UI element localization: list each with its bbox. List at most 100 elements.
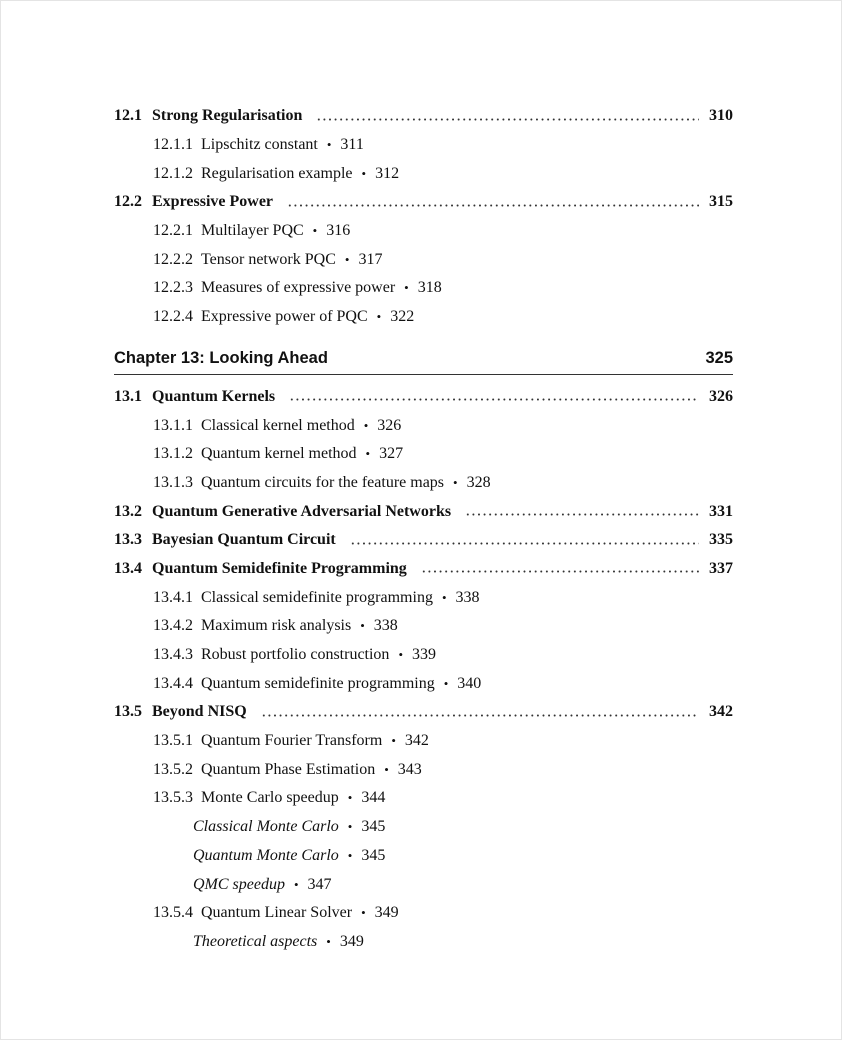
entry-page: 316 [326,222,351,240]
subsection-number: 13.5.1 [153,732,193,750]
entry-title: Lipschitz constant [201,136,318,154]
subsection-number: 13.4.4 [153,674,193,692]
section-title: Quantum Generative Adversarial Networks [152,502,452,520]
toc-subsection-entry[interactable]: 12.2.4 Expressive power of PQC • 322 [114,303,733,332]
entry-page: 345 [361,846,386,864]
toc-subsection-entry[interactable]: 12.2.2 Tensor network PQC • 317 [114,245,733,274]
bullet-separator: • [376,309,382,325]
dot-leader [316,117,699,121]
entry-title: Quantum Phase Estimation [201,760,376,778]
toc-subsection-entry[interactable]: 13.4.1 Classical semidefinite programming… [114,583,733,612]
entry-page: 340 [457,674,482,692]
dot-leader [420,570,699,574]
section-page: 342 [709,703,733,721]
subsection-number: 13.1.2 [153,445,193,463]
toc-subsection-entry[interactable]: 13.4.4 Quantum semidefinite programming • 3… [114,669,733,698]
section-number: 12.2 [114,193,142,211]
toc-subsubsection-entry[interactable]: QMC speedup • 347 [114,870,733,899]
entry-page: 328 [466,473,491,491]
entry-page: 345 [361,818,386,836]
entry-page: 343 [397,760,422,778]
section-page: 331 [709,502,733,520]
toc-subsection-entry[interactable]: 13.4.2 Maximum risk analysis • 338 [114,612,733,641]
dot-leader [289,398,699,402]
entry-title: Quantum Linear Solver [201,904,353,922]
toc-section-entry[interactable]: 12.2 Expressive Power 315 [114,188,733,217]
entry-page: 322 [390,308,415,326]
toc-subsubsection-entry[interactable]: Classical Monte Carlo • 345 [114,813,733,842]
entry-title: Tensor network PQC [201,250,336,268]
section-page: 315 [709,193,733,211]
section-page: 335 [709,531,733,549]
chapter-title: Chapter 13: Looking Ahead [114,349,328,367]
toc-subsection-entry[interactable]: 12.1.1 Lipschitz constant • 311 [114,131,733,160]
section-title: Bayesian Quantum Circuit [152,531,336,549]
entry-title: Classical semidefinite programming [201,588,433,606]
entry-title: Quantum Fourier Transform [201,732,383,750]
toc-subsubsection-entry[interactable]: Quantum Monte Carlo • 345 [114,842,733,871]
toc-subsection-entry[interactable]: 13.5.3 Monte Carlo speedup • 344 [114,784,733,813]
subsection-number: 13.4.3 [153,646,193,664]
toc-subsection-entry[interactable]: 13.1.1 Classical kernel method • 326 [114,411,733,440]
bullet-separator: • [347,819,353,835]
section-title: Expressive Power [152,193,274,211]
entry-title: Multilayer PQC [201,222,304,240]
subsection-number: 13.5.3 [153,789,193,807]
subsection-number: 12.2.4 [153,308,193,326]
bullet-separator: • [398,647,403,663]
toc-section-entry[interactable]: 13.5 Beyond NISQ 342 [114,698,733,727]
entry-page: 326 [377,416,402,434]
entry-title: Classical kernel method [201,416,355,434]
toc-subsection-entry[interactable]: 12.2.3 Measures of expressive power • 318 [114,274,733,303]
entry-page: 344 [361,789,386,807]
section-number: 13.4 [114,559,142,577]
bullet-separator: • [453,474,458,490]
subsection-number: 12.2.3 [153,279,193,297]
section-page: 326 [709,387,733,405]
toc-section-entry[interactable]: 12.1 Strong Regularisation 310 [114,102,733,131]
entry-page: 317 [358,250,383,268]
entry-page: 339 [412,646,436,664]
toc-subsection-entry[interactable]: 13.5.2 Quantum Phase Estimation • 343 [114,755,733,784]
entry-page: 311 [340,136,364,154]
bullet-separator: • [443,675,449,691]
toc-subsection-entry[interactable]: 13.5.1 Quantum Fourier Transform • 342 [114,727,733,756]
entry-page: 338 [455,588,480,606]
toc-entries-before-chapter: 12.1 Strong Regularisation 310 12.1.1 Lipsch… [114,102,733,332]
entry-title: Expressive power of PQC [201,308,368,326]
toc-subsection-entry[interactable]: 13.1.3 Quantum circuits for the feature m… [114,469,733,498]
entry-page: 349 [374,904,399,922]
subsection-number: 12.1.2 [153,164,193,182]
table-of-contents: 12.1 Strong Regularisation 310 12.1.1 Lipsch… [114,102,733,956]
toc-section-entry[interactable]: 13.2 Quantum Generative Adversarial Netwo… [114,497,733,526]
toc-subsection-entry[interactable]: 12.2.1 Multilayer PQC • 316 [114,217,733,246]
toc-subsection-entry[interactable]: 12.1.2 Regularisation example • 312 [114,159,733,188]
bullet-separator: • [347,847,353,863]
subsection-number: 13.1.3 [153,473,193,491]
toc-subsubsection-entry[interactable]: Theoretical aspects • 349 [114,928,733,957]
chapter-heading[interactable]: Chapter 13: Looking Ahead 325 [114,344,733,375]
toc-subsection-entry[interactable]: 13.5.4 Quantum Linear Solver • 349 [114,899,733,928]
subsection-number: 13.5.4 [153,904,193,922]
toc-section-entry[interactable]: 13.1 Quantum Kernels 326 [114,383,733,412]
bullet-separator: • [347,790,353,806]
section-title: Quantum Kernels [152,387,276,405]
bullet-separator: • [441,589,447,605]
toc-section-entry[interactable]: 13.4 Quantum Semidefinite Programming 337 [114,555,733,584]
section-number: 13.3 [114,531,142,549]
chapter-page: 325 [705,349,733,367]
toc-subsection-entry[interactable]: 13.1.2 Quantum kernel method • 327 [114,440,733,469]
bullet-separator: • [360,618,365,634]
bullet-separator: • [365,446,371,462]
toc-section-entry[interactable]: 13.3 Bayesian Quantum Circuit 335 [114,526,733,555]
entry-title: Robust portfolio construction [201,646,390,664]
entry-title: Quantum semidefinite programming [201,674,435,692]
bullet-separator: • [293,876,299,892]
section-number: 13.1 [114,387,142,405]
subsection-number: 13.1.1 [153,416,193,434]
toc-subsection-entry[interactable]: 13.4.3 Robust portfolio construction • 339 [114,641,733,670]
subsection-number: 13.4.1 [153,588,193,606]
toc-entries-after-chapter: 13.1 Quantum Kernels 326 13.1.1 Classical ke… [114,383,733,957]
section-page: 337 [709,559,733,577]
